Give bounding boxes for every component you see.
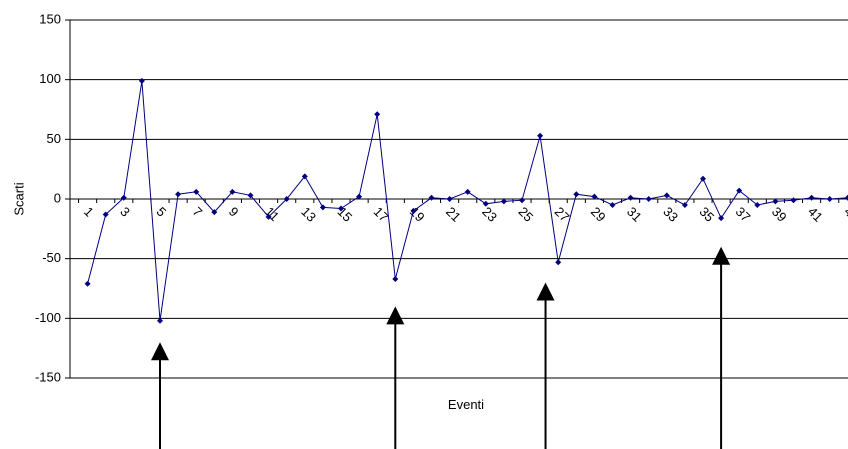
- arrow-annotation: [386, 306, 405, 449]
- data-point: [844, 194, 848, 201]
- data-point: [681, 201, 688, 208]
- y-tick-label: -100: [35, 310, 61, 325]
- data-point: [500, 198, 507, 205]
- series: [84, 77, 848, 324]
- x-tick-labels: 1 3 5 7 9 11 13 15 17 19 21 23 25 27 29 31 33 35 37 39 41 43: [81, 204, 848, 225]
- x-tick-label: 9: [226, 204, 242, 220]
- x-tick-label: 29: [588, 204, 609, 225]
- data-point: [319, 204, 326, 211]
- data-point: [193, 188, 200, 195]
- data-point: [645, 196, 652, 202]
- x-tick-label: 41: [805, 204, 826, 225]
- data-point: [392, 275, 399, 282]
- data-point: [790, 197, 797, 204]
- y-tick-label: -150: [35, 369, 61, 384]
- arrow-annotation: [151, 342, 169, 449]
- data-point: [138, 77, 145, 84]
- data-point: [537, 132, 544, 139]
- data-point: [175, 191, 182, 198]
- data-point: [808, 194, 815, 201]
- data-point: [627, 194, 634, 201]
- data-point: [410, 207, 417, 214]
- data-point: [700, 175, 706, 182]
- y-tick-label: 0: [54, 190, 61, 205]
- x-tick-label: 43: [841, 204, 848, 225]
- data-point: [772, 198, 779, 205]
- data-point: [301, 173, 308, 180]
- x-tick-label: 23: [479, 204, 500, 225]
- y-tick-label: 150: [39, 11, 61, 26]
- x-tick-label: 21: [443, 204, 464, 225]
- data-point: [356, 193, 363, 200]
- x-tick-label: 39: [769, 204, 790, 225]
- data-point: [229, 188, 236, 195]
- x-tick-label: 31: [624, 204, 645, 225]
- y-tick-label: 50: [47, 131, 61, 146]
- data-point: [265, 213, 272, 220]
- data-point: [754, 201, 761, 208]
- arrow-annotation: [712, 246, 731, 449]
- x-tick-label: 7: [190, 204, 206, 220]
- data-point: [718, 215, 725, 222]
- data-point: [338, 205, 344, 212]
- x-tick-label: 15: [334, 204, 355, 225]
- data-point: [374, 111, 381, 118]
- data-point: [428, 194, 435, 201]
- data-point: [102, 211, 109, 218]
- data-point: [247, 192, 254, 199]
- x-tick-label: 25: [515, 204, 536, 225]
- series-line: [87, 80, 848, 321]
- y-axis-label: Scarti: [11, 182, 26, 215]
- data-point: [157, 317, 163, 324]
- x-tick-label: 33: [660, 204, 681, 225]
- data-point: [591, 193, 598, 200]
- axes: [65, 19, 848, 379]
- data-point: [211, 209, 218, 216]
- annotations: [151, 246, 731, 449]
- y-tick-label: -50: [42, 250, 61, 265]
- x-tick-label: 13: [298, 204, 319, 225]
- data-point: [826, 196, 833, 202]
- data-point: [482, 200, 489, 207]
- data-point: [446, 196, 453, 202]
- y-tick-label: 100: [39, 71, 61, 86]
- data-point: [663, 192, 670, 199]
- data-point: [573, 191, 580, 198]
- x-tick-label: 35: [696, 204, 717, 225]
- data-point: [555, 259, 562, 266]
- data-point: [519, 197, 525, 204]
- data-point: [736, 187, 743, 194]
- data-point: [609, 201, 616, 208]
- x-tick-label: 19: [407, 204, 428, 225]
- x-tick-label: 37: [733, 204, 754, 225]
- x-tick-label: 5: [153, 204, 169, 220]
- x-tick-label: 1: [81, 204, 97, 220]
- gridlines: [70, 19, 848, 379]
- arrow-annotation: [536, 282, 555, 449]
- x-axis-label: Eventi: [448, 397, 484, 412]
- data-point: [120, 194, 127, 201]
- y-tick-labels: 150 100 50 0 -50 -100 -150: [35, 11, 61, 384]
- data-point: [464, 188, 471, 195]
- x-tick-label: 3: [117, 204, 133, 220]
- data-point: [84, 280, 91, 287]
- data-point: [283, 196, 290, 202]
